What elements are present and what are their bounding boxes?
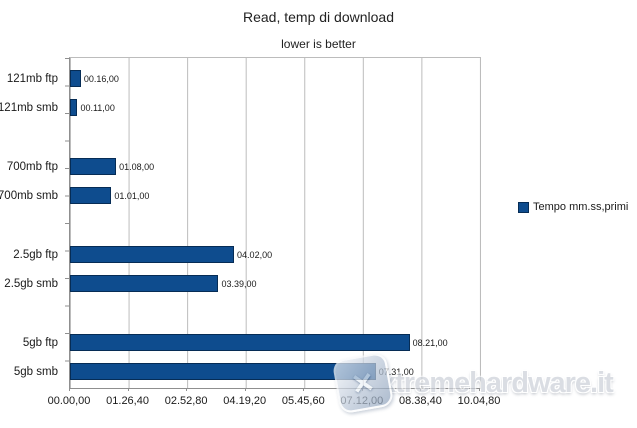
- bar-5gb-smb: 07.31,00: [70, 363, 414, 380]
- bar-5gb-ftp: 08.21,00: [70, 334, 448, 351]
- category-label: 700mb ftp: [6, 160, 58, 173]
- bar-row: 2.5gb ftp 04.02,00: [13, 240, 480, 269]
- value-label: 04.02,00: [237, 249, 273, 260]
- category-label: 2.5gb smb: [4, 277, 58, 290]
- x-axis-tick: [479, 388, 480, 391]
- bar-row: 121mb smb 00.11,00: [0, 93, 480, 122]
- chart-title: Read, temp di download: [243, 9, 394, 25]
- plot-area: 121mb ftp 00.16,00 121mb smb 00.11,00 700mb …: [0, 57, 481, 389]
- x-axis-label: 01.26,40: [106, 395, 149, 407]
- category-label: 5gb smb: [13, 365, 58, 378]
- value-label: 00.16,00: [83, 73, 119, 84]
- category-label: 5gb ftp: [22, 336, 58, 349]
- x-axis-label: 10.04,80: [457, 395, 501, 407]
- x-axis-label: 07.12,00: [340, 395, 384, 407]
- bar-2-5gb-smb: 03.39,00: [70, 275, 257, 292]
- bar-row: 700mb smb 01.01,00: [0, 181, 480, 210]
- category-label: 2.5gb ftp: [13, 248, 58, 261]
- value-label: 01.08,00: [119, 161, 155, 172]
- bar-row: 5gb smb 07.31,00: [14, 357, 480, 386]
- x-axis-label: 05.45,60: [281, 395, 325, 407]
- value-label: 08.21,00: [412, 337, 448, 348]
- x-axis-tick: [69, 388, 70, 391]
- bar-row: 121mb ftp 00.16,00: [7, 64, 480, 93]
- value-label: 07.31,00: [378, 366, 414, 377]
- x-axis-tick: [361, 388, 363, 391]
- bar-row: 700mb ftp 01.08,00: [7, 152, 480, 181]
- value-label: 00.11,00: [80, 102, 115, 113]
- x-axis-label: 08.38,40: [399, 395, 442, 407]
- bar-2-5gb-ftp: 04.02,00: [70, 246, 272, 263]
- bar-121mb-ftp: 00.16,00: [70, 70, 119, 87]
- category-label: 121mb ftp: [6, 72, 58, 85]
- x-axis: 00.00,00 01.26,40 02.52,80 04.19,20 05.45,60…: [48, 388, 500, 412]
- x-axis-tick: [244, 388, 246, 391]
- category-label: 121mb smb: [0, 101, 58, 114]
- bar-row: 2.5gb smb 03.39,00: [4, 269, 480, 298]
- x-axis-tick: [303, 388, 305, 391]
- x-axis-tick: [420, 388, 422, 391]
- category-label: 700mb smb: [0, 189, 58, 202]
- bar-series: 121mb ftp 00.16,00 121mb smb 00.11,00 700mb …: [0, 58, 480, 386]
- y-axis-ticks: [65, 58, 70, 388]
- x-axis-label: 00.00,00: [47, 395, 91, 407]
- bar-700mb-smb: 01.01,00: [70, 187, 149, 204]
- bar-row: 5gb ftp 08.21,00: [23, 328, 480, 357]
- x-axis-tick: [186, 388, 188, 391]
- legend: Tempo mm.ss,primi: [518, 201, 628, 213]
- value-label: 03.39,00: [221, 278, 257, 289]
- x-axis-label: 04.19,20: [223, 395, 267, 407]
- legend-swatch: [518, 201, 529, 213]
- bar-700mb-ftp: 01.08,00: [70, 158, 154, 175]
- value-label: 01.01,00: [114, 190, 150, 201]
- chart-subtitle: lower is better: [281, 37, 356, 51]
- x-axis-label: 02.52,80: [164, 395, 208, 407]
- legend-label: Tempo mm.ss,primi: [533, 201, 629, 213]
- x-axis-tick: [127, 388, 129, 391]
- bar-121mb-smb: 00.11,00: [70, 99, 115, 116]
